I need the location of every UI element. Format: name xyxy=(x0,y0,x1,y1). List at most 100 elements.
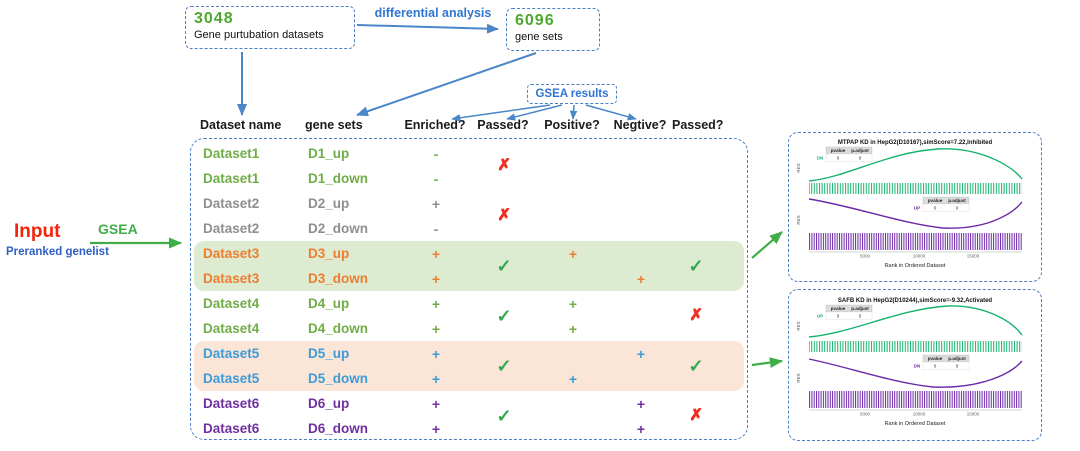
enriched-mark: + xyxy=(431,345,441,362)
table-row: Dataset3 D3_up + + xyxy=(191,241,747,266)
gene-set-name: D6_up xyxy=(308,396,350,411)
legend-set-label: UP xyxy=(817,314,823,319)
gene-set-name: D4_up xyxy=(308,296,350,311)
dataset-name: Dataset4 xyxy=(203,296,260,311)
legend-row-bg xyxy=(922,203,970,212)
enriched-mark: - xyxy=(433,170,439,187)
perturbation-datasets-box: 3048 Gene purtubation datasets xyxy=(185,6,355,49)
gsea-plot-activated: SAFB KD in HepG2(D10244),simScore=-9.32,… xyxy=(788,289,1042,441)
dataset-name: Dataset6 xyxy=(203,396,260,411)
dataset-name: Dataset3 xyxy=(203,271,260,286)
positive-enrichment-curve xyxy=(808,148,1023,182)
res-axis-label: RES xyxy=(796,373,801,382)
positive-mark: + xyxy=(568,370,578,387)
legend-padjust: p.adjust xyxy=(948,198,966,203)
dataset-name: Dataset1 xyxy=(203,171,260,186)
passed-enrich-mark: ✓ xyxy=(496,356,512,376)
res-axis-label: RES xyxy=(796,321,801,330)
arrow-dataset5-to-plot xyxy=(751,357,784,369)
dataset-name: Dataset2 xyxy=(203,196,260,211)
dataset-box-label: Gene purtubation datasets xyxy=(194,29,324,41)
passed-enrich-mark: ✓ xyxy=(496,406,512,426)
gene-set-name: D1_up xyxy=(308,146,350,161)
gene-sets-box: 6096 gene sets xyxy=(506,8,600,51)
legend-set-label: DN xyxy=(914,364,921,369)
legend-pvalue: pvalue xyxy=(831,306,846,311)
enriched-mark: + xyxy=(431,295,441,312)
input-title: Input xyxy=(14,221,61,242)
res-axis-label: RES xyxy=(796,163,801,172)
dataset-name: Dataset2 xyxy=(203,221,260,236)
legend-pvalue: pvalue xyxy=(928,198,943,203)
enriched-mark: + xyxy=(431,195,441,212)
legend-padjust: p.adjust xyxy=(851,306,869,311)
dataset-name: Dataset6 xyxy=(203,421,260,436)
enriched-mark: + xyxy=(431,370,441,387)
x-tick: 15000 xyxy=(967,412,980,417)
x-tick: 10000 xyxy=(913,254,926,259)
plot-title: SAFB KD in HepG2(D10244),simScore=-9.32,… xyxy=(838,298,993,304)
plot-title: MTPAP KD in HepG2(D10167),simScore=7.22,… xyxy=(838,140,993,146)
gsea-results-label: GSEA results xyxy=(527,84,617,104)
header-enriched: Enriched? xyxy=(404,118,466,132)
gene-set-name: D6_down xyxy=(308,421,369,436)
dataset5-highlight xyxy=(194,341,744,391)
dataset-name: Dataset4 xyxy=(203,321,260,336)
dataset3-highlight xyxy=(194,241,744,291)
header-dataset-name: Dataset name xyxy=(200,118,282,132)
legend-row-bg xyxy=(922,361,970,370)
legend-padjust-value: 0 xyxy=(956,364,959,369)
table-row: Dataset2 D2_down - xyxy=(191,216,747,241)
arrow-gsea-to-enriched xyxy=(451,104,551,122)
legend-bottom: pvalue p.adjust DN 0 0 xyxy=(914,354,970,370)
legend-pvalue-value: 0 xyxy=(934,364,937,369)
dataset-name: Dataset1 xyxy=(203,146,260,161)
arrow-gsea-to-positive xyxy=(569,104,578,120)
arrow-genesets-to-table xyxy=(356,52,537,117)
enriched-mark: - xyxy=(433,145,439,162)
gene-set-name: D2_down xyxy=(308,221,369,236)
passed-enrich-mark: ✗ xyxy=(497,157,511,174)
passed-enrich-mark: ✓ xyxy=(496,256,512,276)
arrow-differential-analysis xyxy=(356,23,499,34)
x-tick: 5000 xyxy=(860,254,871,259)
gene-set-name: D2_up xyxy=(308,196,350,211)
legend-pvalue-value: 0 xyxy=(837,156,840,161)
header-gene-sets: gene sets xyxy=(305,118,363,132)
table-row: Dataset5 D5_down + + xyxy=(191,366,747,391)
table-row: Dataset1 D1_up - xyxy=(191,141,747,166)
positive-mark: + xyxy=(568,320,578,337)
gene-sets-box-label: gene sets xyxy=(515,31,563,43)
negative-mark: + xyxy=(636,395,646,412)
positive-hits-barcode xyxy=(809,183,1022,194)
table-row: Dataset4 D4_down + + xyxy=(191,316,747,341)
table-row: Dataset5 D5_up + + xyxy=(191,341,747,366)
positive-hits-barcode xyxy=(809,341,1022,352)
legend-bottom: pvalue p.adjust UP 0 0 xyxy=(914,196,970,212)
positive-enrichment-curve xyxy=(808,305,1023,338)
legend-row-bg xyxy=(825,311,873,320)
passed-final-mark: ✗ xyxy=(689,307,703,324)
negative-enrichment-curve xyxy=(808,198,1023,229)
legend-pvalue-value: 0 xyxy=(934,206,937,211)
table-row: Dataset6 D6_down + + xyxy=(191,416,747,441)
header-positive: Positive? xyxy=(544,118,600,132)
differential-analysis-label: differential analysis xyxy=(374,6,492,20)
legend-padjust-value: 0 xyxy=(859,156,862,161)
gsea-arrow-label: GSEA xyxy=(98,221,138,237)
legend-pvalue: pvalue xyxy=(831,148,846,153)
positive-mark: + xyxy=(568,295,578,312)
arrow-gsea-to-negative xyxy=(585,104,637,121)
table-row: Dataset3 D3_down + + xyxy=(191,266,747,291)
negative-mark: + xyxy=(636,345,646,362)
results-table: Dataset1 D1_up - Dataset1 D1_down - Data… xyxy=(190,138,748,440)
header-passed-1: Passed? xyxy=(477,118,529,132)
header-passed-2: Passed? xyxy=(672,118,724,132)
passed-enrich-mark: ✓ xyxy=(496,306,512,326)
dataset-name: Dataset5 xyxy=(203,346,260,361)
enrichment-plot-svg: MTPAP KD in HepG2(D10167),simScore=7.22,… xyxy=(796,140,1023,269)
legend-pvalue-value: 0 xyxy=(837,314,840,319)
gene-set-name: D1_down xyxy=(308,171,369,186)
passed-final-mark: ✓ xyxy=(688,356,704,376)
negative-hits-barcode xyxy=(809,233,1022,250)
